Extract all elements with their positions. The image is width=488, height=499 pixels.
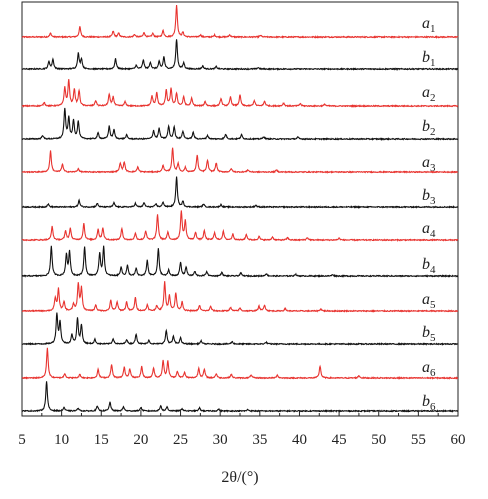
series-b3-line	[21, 176, 459, 209]
x-tick-label-40: 40	[292, 432, 307, 448]
series-label-a1: a1	[422, 15, 436, 35]
x-tick-label-50: 50	[371, 432, 386, 448]
x-tick-label-55: 55	[411, 432, 426, 448]
x-tick-label-60: 60	[451, 432, 466, 448]
plot-frame	[21, 1, 459, 417]
series-label-b5: b5	[422, 324, 436, 344]
x-axis: 5 10 15 20 25 30 35 40 45 50 55 60	[18, 410, 466, 448]
series-label-a2: a2	[422, 84, 436, 104]
series-a1-line	[21, 5, 459, 39]
series-layer	[21, 5, 459, 413]
x-tick-label-20: 20	[133, 432, 148, 448]
series-a6-line	[21, 347, 459, 380]
series-label-b6: b6	[422, 393, 436, 413]
series-b1-line	[21, 39, 459, 71]
x-tick-label-35: 35	[252, 432, 267, 448]
x-tick-label-15: 15	[94, 432, 109, 448]
series-label-a5: a5	[422, 291, 436, 311]
series-label-a4: a4	[422, 220, 436, 240]
series-a4-line	[21, 210, 459, 242]
series-b6-line	[21, 381, 459, 413]
series-a3-line	[21, 147, 459, 174]
series-label-b4: b4	[422, 256, 436, 276]
series-b5-line	[21, 312, 459, 346]
series-b4-line	[21, 245, 459, 278]
x-tick-label-45: 45	[332, 432, 347, 448]
series-label-b1: b1	[422, 49, 436, 69]
series-a2-line	[21, 79, 459, 108]
x-tick-label-10: 10	[54, 432, 69, 448]
x-tick-label-5: 5	[18, 432, 26, 448]
series-labels: a1 b1 a2 b2 a3 b3 a4 b4 a5 b5 a6 b6	[422, 15, 436, 413]
series-b2-line	[21, 107, 459, 141]
x-tick-label-30: 30	[213, 432, 228, 448]
series-label-a3: a3	[422, 154, 436, 174]
x-axis-label: 2θ/(°)	[221, 469, 258, 486]
series-a5-line	[21, 281, 459, 313]
x-tick-label-25: 25	[173, 432, 188, 448]
series-label-b2: b2	[422, 118, 436, 138]
series-label-b3: b3	[422, 187, 436, 207]
series-label-a6: a6	[422, 359, 436, 379]
